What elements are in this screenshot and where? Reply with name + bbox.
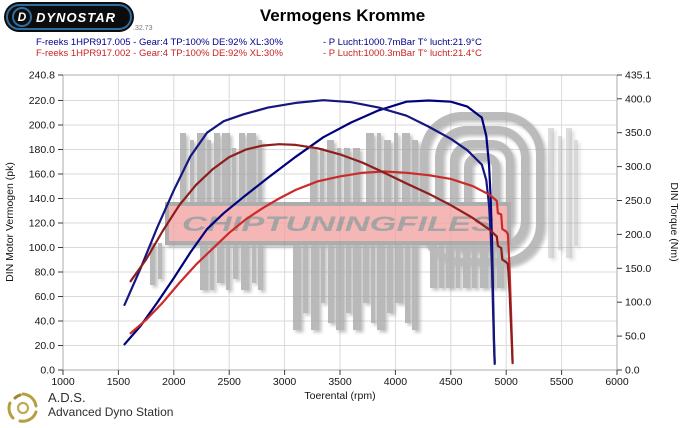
svg-text:350.0: 350.0 [625,127,651,139]
svg-text:400.0: 400.0 [625,93,651,105]
x-axis-title: Toerental (rpm) [304,390,375,402]
svg-text:3000: 3000 [273,376,297,388]
svg-text:0.0: 0.0 [625,365,640,377]
watermark-barcode-upper [180,133,418,204]
run-legend: F-reeks 1HPR917.005 - Gear:4 TP:100% DE:… [36,37,482,60]
watermark-barcode-right [548,128,578,258]
ads-name: Advanced Dyno Station [48,405,174,419]
legend-run002-label: F-reeks 1HPR917.002 - Gear:4 TP:100% DE:… [36,47,283,59]
svg-text:60.0: 60.0 [35,291,56,303]
svg-text:220.0: 220.0 [29,95,55,107]
legend-row-run002: F-reeks 1HPR917.002 - Gear:4 TP:100% DE:… [36,47,482,60]
ads-logo-block: A.D.S. Advanced Dyno Station [6,391,173,425]
legend-run002-conditions: - P Lucht:1000.3mBar T° lucht:21.4°C [323,47,482,59]
svg-text:200.0: 200.0 [625,229,651,241]
dyno-curves [123,99,514,365]
watermark-barcode-lower [150,243,504,330]
svg-text:6000: 6000 [605,376,629,388]
ads-swirl-icon [7,392,38,423]
svg-text:4500: 4500 [439,376,463,388]
svg-text:4000: 4000 [384,376,408,388]
svg-text:3500: 3500 [328,376,352,388]
svg-text:300.0: 300.0 [625,161,651,173]
svg-text:80.0: 80.0 [35,266,56,278]
software-version: .32.73 [133,25,153,32]
svg-text:50.0: 50.0 [625,331,646,343]
svg-text:40.0: 40.0 [35,315,56,327]
svg-text:100.0: 100.0 [29,242,55,254]
dynostar-logo: D DYNOSTAR [6,4,132,30]
svg-text:2000: 2000 [162,376,186,388]
svg-text:20.0: 20.0 [35,340,56,352]
svg-text:250.0: 250.0 [625,195,651,207]
curve-run002-torque [129,143,514,365]
svg-text:435.1: 435.1 [625,70,651,82]
right-axis-title: DIN Torque (Nm) [668,182,680,261]
svg-text:140.0: 140.0 [29,193,55,205]
dynostar-d-icon: D [12,7,32,27]
dynostar-wordmark: DYNOSTAR [36,9,116,25]
svg-text:180.0: 180.0 [29,144,55,156]
curve-run005-power [123,99,496,364]
watermark-text: CHIPTUNINGFILES [182,213,494,236]
svg-text:160.0: 160.0 [29,168,55,180]
legend-run005-label: F-reeks 1HPR917.005 - Gear:4 TP:100% DE:… [36,37,283,48]
svg-text:240.8: 240.8 [29,70,55,82]
legend-run005-conditions: - P Lucht:1000.7mBar T° lucht:21.9°C [323,37,482,48]
svg-text:150.0: 150.0 [625,263,651,275]
svg-text:5500: 5500 [550,376,574,388]
svg-text:1000: 1000 [51,376,75,388]
svg-text:200.0: 200.0 [29,119,55,131]
legend-row-run005: F-reeks 1HPR917.005 - Gear:4 TP:100% DE:… [36,37,482,49]
axes: DIN Motor Vermogen (pk) DIN Torque (Nm) … [4,70,680,403]
curve-run005-torque [123,99,496,365]
left-axis-title: DIN Motor Vermogen (pk) [4,162,16,282]
ads-abbr: A.D.S. [48,390,86,405]
svg-text:5000: 5000 [495,376,519,388]
svg-text:100.0: 100.0 [625,297,651,309]
svg-text:2500: 2500 [218,376,242,388]
svg-text:120.0: 120.0 [29,217,55,229]
svg-text:0.0: 0.0 [40,365,55,377]
svg-text:1500: 1500 [107,376,131,388]
